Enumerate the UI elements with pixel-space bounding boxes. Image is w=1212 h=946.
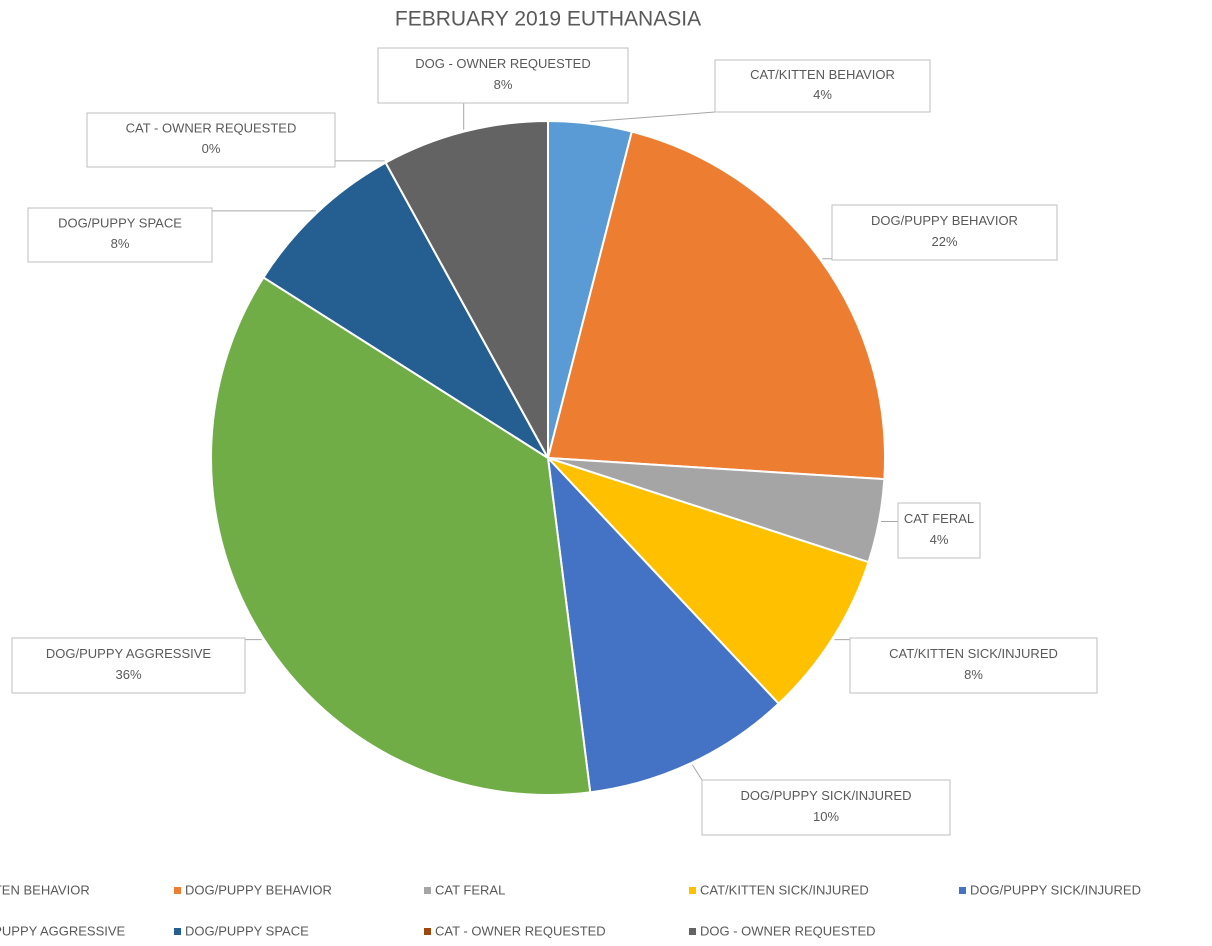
label-box <box>714 59 931 113</box>
legend-label: DOG/PUPPY AGGRESSIVE <box>0 923 126 938</box>
legend-swatch <box>959 887 966 894</box>
data-label-value: 10% <box>813 809 839 824</box>
label-box <box>27 207 213 263</box>
legend-swatch <box>174 887 181 894</box>
label-box <box>831 204 1058 261</box>
legend-label: DOG/PUPPY BEHAVIOR <box>185 882 332 897</box>
pie-slice <box>262 161 549 459</box>
legend-swatch <box>424 887 431 894</box>
data-label-value: 22% <box>931 234 957 249</box>
pie-slice <box>546 455 781 794</box>
data-label-name: CAT FERAL <box>904 511 974 526</box>
label-box <box>377 47 629 104</box>
data-label-name: DOG/PUPPY BEHAVIOR <box>871 213 1018 228</box>
data-label-name: DOG - OWNER REQUESTED <box>415 56 591 71</box>
label-box <box>11 637 246 694</box>
label-box <box>86 112 336 168</box>
leader-line <box>590 111 716 123</box>
label-box <box>897 502 981 559</box>
data-label-name: CAT/KITTEN BEHAVIOR <box>750 67 895 82</box>
data-label-value: 4% <box>813 87 832 102</box>
legend-swatch <box>174 928 181 935</box>
data-label-value: 4% <box>930 532 949 547</box>
legend-label: CAT - OWNER REQUESTED <box>435 923 606 938</box>
legend-swatch <box>424 928 431 935</box>
legend-label: CAT/KITTEN SICK/INJURED <box>700 882 869 897</box>
leader-line <box>691 764 703 781</box>
chart-title: FEBRUARY 2019 EUTHANASIA <box>395 8 701 31</box>
legend-label: CAT/KITTEN BEHAVIOR <box>0 882 90 897</box>
data-label-value: 8% <box>111 236 130 251</box>
pie-slice <box>547 457 870 706</box>
data-label-value: 8% <box>964 667 983 682</box>
data-label-value: 36% <box>115 667 141 682</box>
legend-label: CAT FERAL <box>435 882 505 897</box>
label-box <box>701 779 951 836</box>
legend-swatch <box>689 887 696 894</box>
pie-slice <box>546 130 886 481</box>
data-label-name: CAT/KITTEN SICK/INJURED <box>889 646 1058 661</box>
data-label-name: DOG/PUPPY AGGRESSIVE <box>46 646 212 661</box>
data-label-value: 0% <box>202 141 221 156</box>
data-label-value: 8% <box>494 77 513 92</box>
data-label-name: DOG/PUPPY SPACE <box>58 216 182 231</box>
legend-swatch <box>689 928 696 935</box>
pie-slice <box>384 119 549 459</box>
data-label-name: CAT - OWNER REQUESTED <box>126 121 297 136</box>
pie-slice <box>210 276 592 796</box>
legend-label: DOG/PUPPY SPACE <box>185 923 309 938</box>
data-label-name: DOG/PUPPY SICK/INJURED <box>741 788 912 803</box>
legend-label: DOG - OWNER REQUESTED <box>700 923 876 938</box>
legend-label: DOG/PUPPY SICK/INJURED <box>970 882 1141 897</box>
label-box <box>849 637 1098 694</box>
